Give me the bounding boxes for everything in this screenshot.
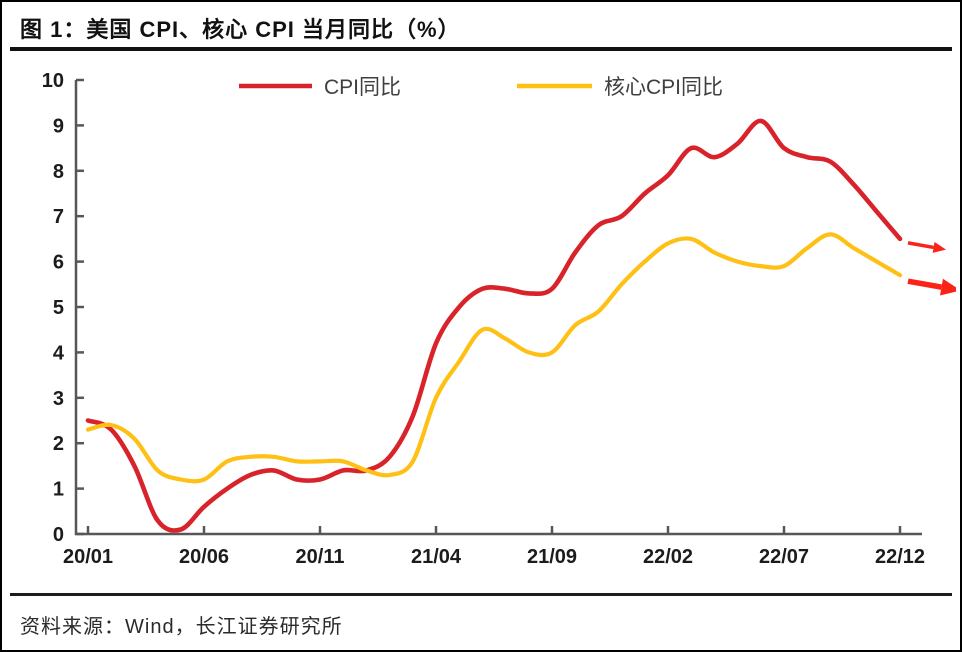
- x-tick-label: 21/09: [527, 546, 577, 568]
- chart-canvas: 0 1 2 3 4 5 6 7 8 9 10 20/01 20/06 20/11 21/04 21/09 22/…: [42, 70, 956, 568]
- y-tick-label: 6: [53, 252, 64, 274]
- source-text: 资料来源：Wind，长江证券研究所: [20, 616, 343, 638]
- cpi-chart: 0 1 2 3 4 5 6 7 8 9 10 20/01 20/06 20/11 21/04 21/09 22/…: [10, 58, 956, 592]
- x-tick-label: 22/07: [759, 546, 809, 568]
- title-divider: [10, 47, 952, 51]
- source-divider: [10, 593, 952, 596]
- legend-item-core-cpi-label: 核心CPI同比: [604, 76, 723, 99]
- x-tick-label: 20/01: [63, 546, 113, 568]
- legend-item-cpi-label: CPI同比: [324, 76, 401, 99]
- x-tick-label: 21/04: [411, 546, 462, 568]
- trend-arrow-core-cpi: [907, 278, 956, 296]
- y-tick-label: 8: [53, 161, 64, 183]
- cpi-line: [85, 118, 903, 533]
- y-tick-label: 7: [53, 206, 64, 228]
- core-cpi-line: [85, 232, 903, 484]
- x-tick-label: 20/11: [296, 546, 345, 568]
- y-tick-label: 3: [53, 388, 64, 410]
- y-tick-label: 4: [53, 342, 65, 364]
- y-tick-label: 10: [42, 70, 64, 92]
- axis-frame: [74, 80, 922, 536]
- y-tick-label: 1: [53, 479, 64, 501]
- x-tick-label: 22/02: [643, 546, 693, 568]
- x-tick-label: 20/06: [179, 546, 229, 568]
- y-tick-label: 2: [53, 433, 64, 455]
- y-tick-label: 5: [53, 297, 64, 319]
- figure-title: 图 1：美国 CPI、核心 CPI 当月同比（%）: [20, 17, 461, 42]
- x-tick-label: 22/12: [875, 546, 925, 568]
- y-tick-label: 9: [53, 115, 64, 137]
- y-tick-label: 0: [53, 524, 64, 546]
- trend-arrow-cpi: [907, 241, 947, 253]
